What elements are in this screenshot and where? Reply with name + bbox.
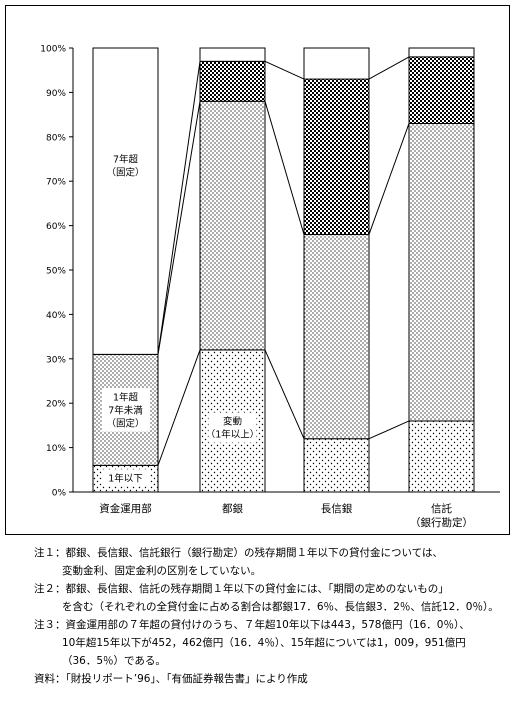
bar-segment <box>408 56 475 124</box>
category-label: 長信銀 <box>321 502 353 515</box>
connector-line <box>368 123 410 235</box>
y-tick-label: 0% <box>52 489 67 499</box>
connector-line <box>368 56 410 80</box>
annotation-label: 変動 <box>223 416 242 428</box>
connector-line <box>368 420 410 440</box>
y-tick-label: 80% <box>46 133 66 143</box>
category-label: 信託 <box>431 502 452 515</box>
notes: 注１：都銀、長信銀、信託銀行（銀行勘定）の残存期間１年以下の貸付金については、変… <box>34 544 512 688</box>
connector-lines <box>157 56 410 466</box>
annotation-background <box>101 388 150 432</box>
note-line: 変動金利、固定金利の区別をしていない。 <box>62 565 262 577</box>
annotation-background <box>208 412 257 443</box>
y-tick-label: 20% <box>46 400 66 410</box>
connector-line <box>264 101 305 235</box>
note-line: 注１：都銀、長信銀、信託銀行（銀行勘定）の残存期間１年以下の貸付金については、 <box>34 547 443 559</box>
annotation-label: 7年未満 <box>108 404 143 416</box>
bar-segment <box>303 438 370 493</box>
annotation-label: （固定） <box>106 167 144 179</box>
category-label: 都銀 <box>222 502 243 515</box>
annotation-label: （1年以上） <box>206 429 260 441</box>
y-tick-label: 30% <box>46 355 66 365</box>
bar-segment <box>199 47 266 62</box>
y-tick-label: 50% <box>46 267 66 277</box>
y-tick-label: 10% <box>46 444 66 454</box>
y-tick-label: 70% <box>46 178 66 188</box>
bar-segment <box>408 47 475 58</box>
annotation-background <box>101 150 150 181</box>
connector-line <box>157 101 201 355</box>
y-tick-label: 40% <box>46 311 66 321</box>
bar-segment <box>303 78 370 235</box>
note-line: 10年超15年以下が452，462億円（16．4％）、15年超については1，00… <box>62 637 466 649</box>
connector-line <box>157 349 201 466</box>
note-line: を含む（それぞれの全貸付金に占める割合は都銀17．6％、長信銀3．2％、信託12… <box>62 601 499 613</box>
bar-segment <box>303 47 370 80</box>
bar-segment <box>199 60 266 102</box>
bar-segment <box>408 122 475 422</box>
note-line: 注２：都銀、長信銀、信託の残存期間１年以下の貸付金には、「期間の定めのないもの」 <box>34 583 449 595</box>
bar-segment <box>303 233 370 440</box>
y-tick-label: 100% <box>40 45 66 55</box>
y-tick-label: 60% <box>46 222 66 232</box>
connector-line <box>157 61 201 355</box>
chart-frame <box>5 5 510 535</box>
note-line: 注３：資金運用部の７年超の貸付けのうち、７年超10年以下は443，578億円（1… <box>34 619 470 631</box>
connector-line <box>264 60 305 80</box>
category-label: （銀行勘定） <box>410 516 473 529</box>
annotation-label: 1年超 <box>113 391 139 403</box>
annotation-label: （固定） <box>106 417 144 429</box>
annotation-label: 1年以下 <box>108 472 143 484</box>
note-line: （36．5％）である。 <box>62 655 166 667</box>
bar-segment <box>92 47 159 355</box>
bar-segment <box>408 420 475 493</box>
connector-line <box>264 349 305 439</box>
bars <box>92 47 475 493</box>
annotation-label: 7年超 <box>113 154 139 166</box>
category-label: 資金運用部 <box>99 502 152 515</box>
annotation-background <box>101 469 150 487</box>
bar-segment <box>199 100 266 351</box>
y-tick-label: 90% <box>46 89 66 99</box>
note-line: 資料：「財投リポート’96」、「有価証券報告書」により作成 <box>34 673 308 685</box>
stacked-bar-chart: 0%10%20%30%40%50%60%70%80%90%100% 7年超（固定… <box>40 45 500 529</box>
